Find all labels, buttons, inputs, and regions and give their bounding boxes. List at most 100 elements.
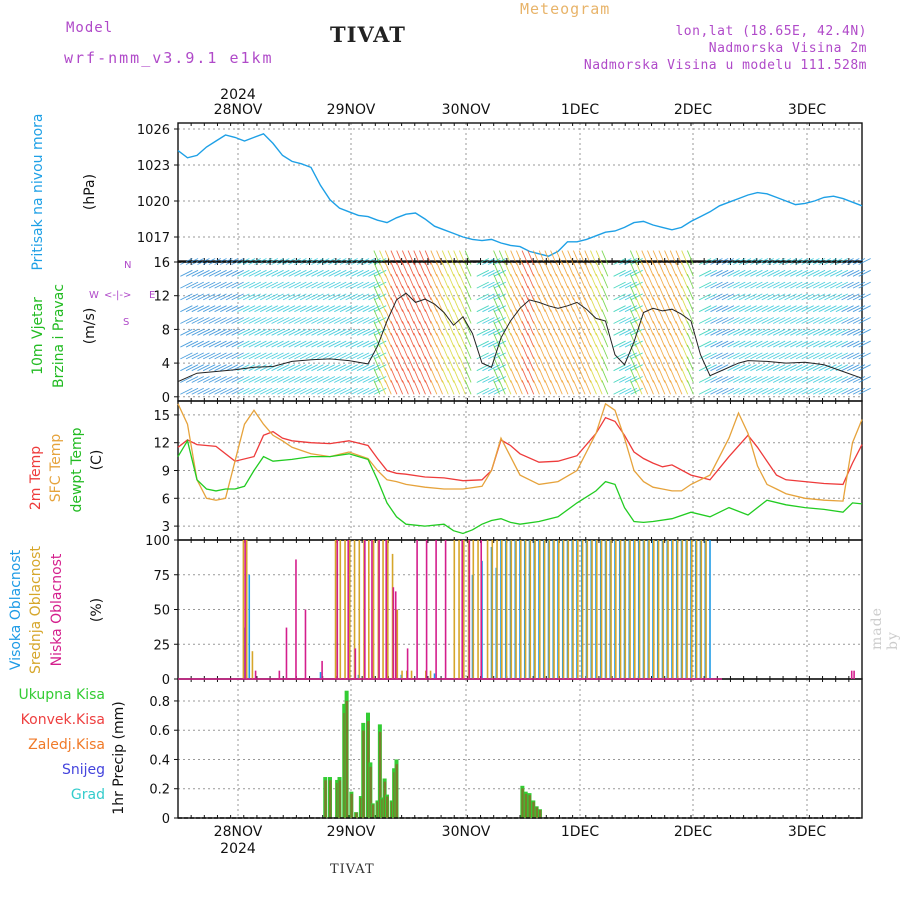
wind-barb — [328, 293, 341, 301]
wind-barb — [647, 321, 654, 336]
wind-barb — [527, 262, 535, 277]
wind-barb — [824, 305, 837, 313]
wind-barb — [362, 387, 375, 395]
wind-barb — [259, 340, 273, 348]
wind-barb — [351, 352, 364, 360]
wind-barb — [767, 269, 780, 277]
wind-barb — [710, 340, 723, 348]
wind-barb — [669, 273, 677, 289]
wind-barb — [436, 344, 443, 360]
wind-barb — [311, 340, 324, 348]
wind-barb — [436, 262, 443, 277]
wind-barb — [772, 293, 786, 301]
wind-barb — [801, 317, 814, 324]
wind-barb — [658, 297, 666, 312]
wind-barb — [561, 332, 569, 348]
wind-barb — [225, 281, 239, 289]
wind-barb — [778, 293, 792, 301]
wind-barb — [561, 368, 569, 383]
wind-barb — [379, 273, 386, 289]
wind-barb — [214, 317, 227, 324]
wind-barb — [790, 293, 803, 301]
wind-barb — [824, 269, 837, 277]
wind-barb — [669, 368, 677, 383]
wind-barb — [733, 305, 746, 313]
y-tick-label: 1020 — [137, 195, 170, 210]
wind-barb — [334, 293, 347, 301]
wind-barb — [681, 262, 689, 277]
wind-barb — [225, 258, 239, 265]
wind-barb — [498, 285, 506, 301]
wind-barb — [681, 321, 689, 336]
wind-barb — [373, 293, 387, 301]
wind-barb — [436, 297, 443, 312]
wind-barb — [202, 269, 216, 277]
wind-barb — [464, 262, 472, 277]
wind-barb — [635, 273, 643, 289]
wind-barb — [761, 293, 774, 301]
wind-barb — [225, 352, 239, 360]
wind-barb — [322, 293, 336, 301]
wind-barb — [613, 364, 626, 372]
wind-barb — [401, 285, 409, 301]
wind-barb — [413, 285, 421, 301]
wind-barb — [835, 387, 849, 395]
wind-barb — [237, 352, 250, 360]
wind-barb — [231, 328, 244, 336]
wind-barb — [686, 368, 694, 383]
wind-barb — [390, 309, 398, 324]
wind-barb — [824, 376, 837, 383]
wind-barb — [214, 340, 227, 348]
wind-barb — [595, 250, 603, 265]
wind-barb — [835, 352, 849, 360]
wind-barb — [441, 321, 449, 336]
wind-barb — [824, 293, 837, 301]
wind-barb — [373, 352, 387, 360]
wind-barb — [669, 309, 677, 324]
wind-barb — [299, 387, 313, 395]
wind-barb — [721, 328, 735, 336]
wind-barb — [738, 364, 752, 372]
wind-barb — [225, 387, 239, 395]
wind-barb — [322, 281, 336, 289]
wind-barb — [220, 364, 233, 372]
wind-barb — [795, 352, 809, 360]
wind-barb — [669, 297, 677, 312]
wind-barb — [384, 380, 392, 395]
wind-barb — [686, 356, 694, 371]
wind-barb — [841, 269, 854, 277]
wind-barb — [538, 356, 546, 371]
wind-barb — [835, 340, 849, 348]
wind-barb — [413, 344, 421, 360]
wind-barb — [818, 317, 831, 324]
wind-barb — [476, 328, 489, 336]
wind-barb — [784, 269, 797, 277]
wind-barb — [852, 317, 866, 324]
wind-barb — [521, 344, 529, 360]
wind-barb — [294, 387, 307, 395]
wind-barb — [401, 250, 409, 265]
wind-barb — [259, 281, 273, 289]
wind-barb — [555, 332, 563, 348]
wind-barb — [550, 368, 557, 383]
wind-barb — [795, 281, 809, 289]
wind-barb — [225, 376, 239, 383]
wind-barb — [424, 332, 432, 348]
wind-barb — [202, 305, 216, 313]
wind-barb — [208, 364, 222, 372]
wind-barb — [185, 387, 199, 395]
wind-barb — [727, 305, 740, 313]
wind-barb — [407, 321, 415, 336]
wind-barb — [590, 368, 597, 383]
wind-barb — [613, 305, 626, 313]
wind-barb — [521, 332, 529, 348]
wind-barb — [259, 364, 273, 372]
wind-barb — [613, 387, 626, 395]
wind-barb — [624, 305, 638, 313]
wind-barb — [515, 344, 523, 360]
wind-barb — [248, 340, 261, 348]
wind-barb — [345, 387, 358, 395]
wind-barb — [180, 376, 193, 383]
wind-barb — [567, 250, 575, 265]
wind-barb — [772, 305, 786, 313]
